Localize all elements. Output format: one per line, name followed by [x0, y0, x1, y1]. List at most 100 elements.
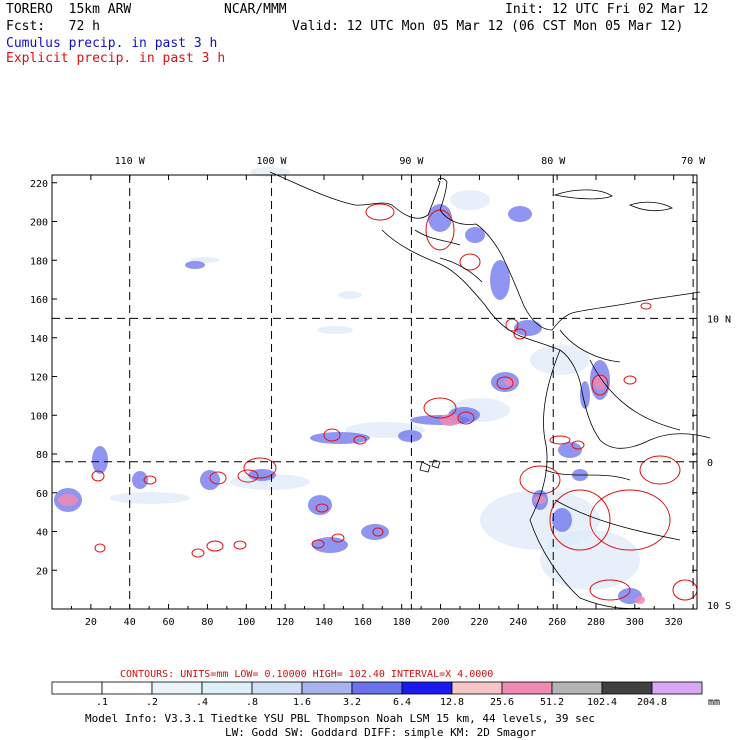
x-tick-label: 320 [665, 617, 683, 628]
precip-cumulus-15 [514, 320, 542, 336]
precip-explicit-14 [353, 435, 367, 445]
precip-cumulus-6 [310, 432, 370, 444]
precip-cumulus-23 [508, 206, 532, 222]
y-tick-label: 160 [30, 295, 48, 306]
colorbar-swatch-3 [201, 681, 253, 695]
x-tick-label: 260 [548, 617, 566, 628]
y-tick-label: 40 [36, 528, 48, 539]
colorbar-label: 51.2 [540, 697, 564, 708]
y-tick-label: 120 [30, 373, 48, 384]
x-tick-label: 280 [587, 617, 605, 628]
colorbar-units: mm [708, 697, 720, 708]
precip-heavy-2 [504, 378, 516, 386]
colorbar-swatch-8 [451, 681, 503, 695]
colorbar-swatch-0 [51, 681, 103, 695]
coastline-south-america [529, 349, 641, 609]
precip-explicit-6 [94, 543, 106, 553]
precip-explicit-22 [365, 203, 395, 221]
model-title: TORERO 15km ARW [6, 2, 132, 17]
lon-label: 70 W [681, 156, 706, 167]
colorbar-label: 102.4 [587, 697, 617, 708]
precip-explicit-12 [372, 527, 384, 537]
valid-time: Valid: 12 UTC Mon 05 Mar 12 (06 CST Mon … [292, 19, 684, 34]
colorbar-label: 3.2 [343, 697, 361, 708]
x-tick-label: 80 [201, 617, 213, 628]
precip-light-7 [110, 492, 190, 504]
precip-explicit-13 [323, 428, 341, 442]
x-tick-label: 20 [85, 617, 97, 628]
colorbar-swatch-7 [401, 681, 453, 695]
precip-explicit-2 [209, 471, 227, 485]
x-tick-label: 200 [432, 617, 450, 628]
precip-explicit-20 [571, 440, 585, 450]
colorbar-label: .1 [96, 697, 108, 708]
x-tick-label: 240 [509, 617, 527, 628]
precip-light-10 [540, 530, 640, 590]
colorbar-swatch-11 [601, 681, 653, 695]
lon-label: 100 W [256, 156, 287, 167]
precip-explicit-17 [496, 376, 514, 390]
lon-label: 110 W [115, 156, 146, 167]
precip-cumulus-22 [312, 537, 348, 553]
x-tick-label: 220 [470, 617, 488, 628]
y-tick-label: 20 [36, 566, 48, 577]
colorbar-swatch-6 [351, 681, 403, 695]
legend-explicit: Explicit precip. in past 3 h [6, 51, 226, 66]
x-tick-label: 160 [354, 617, 372, 628]
colorbar-label: 12.8 [440, 697, 464, 708]
precip-cumulus-16 [428, 204, 452, 232]
legend-cumulus: Cumulus precip. in past 3 h [6, 36, 218, 51]
precip-cumulus-4 [308, 495, 332, 515]
precip-explicit-3 [237, 469, 259, 483]
island-hispaniola [628, 201, 673, 212]
colorbar-label: 1.6 [293, 697, 311, 708]
coastline-caribbean [504, 261, 701, 331]
precip-explicit-4 [243, 457, 277, 479]
x-tick-label: 300 [626, 617, 644, 628]
precip-explicit-9 [233, 540, 247, 550]
precip-cumulus-24 [185, 261, 205, 269]
precip-explicit-30 [589, 489, 671, 551]
precip-cumulus-19 [552, 508, 572, 532]
precip-light-2 [338, 291, 362, 299]
colorbar: .1 .2 .4 .8 1.6 3.2 6.4 12.8 25.6 51.2 102.4 204.8 m… [51, 681, 720, 708]
colorbar-label: 25.6 [490, 697, 514, 708]
y-tick-label: 140 [30, 334, 48, 345]
x-tick-label: 100 [237, 617, 255, 628]
organization: NCAR/MMM [224, 2, 287, 17]
precip-cumulus-5 [361, 524, 389, 540]
colorbar-swatch-1 [101, 681, 153, 695]
model-physics: LW: Godd SW: Goddard DIFF: simple KM: 2D… [225, 726, 537, 739]
x-tick-label: 40 [124, 617, 136, 628]
colorbar-label: .4 [196, 697, 208, 708]
precip-explicit-28 [519, 465, 561, 495]
precip-heavy-0 [58, 494, 78, 506]
colorbar-swatch-12 [651, 681, 703, 695]
precip-light-8 [450, 190, 490, 210]
precip-explicit-11 [331, 533, 345, 543]
precip-heavy-3 [594, 374, 606, 390]
coastline-mexico [269, 171, 506, 263]
colorbar-swatch-5 [301, 681, 353, 695]
coastlines [269, 171, 711, 609]
precip-explicit-15 [423, 397, 457, 419]
precip-fields [54, 167, 698, 604]
precip-explicit-25 [505, 318, 519, 332]
country-borders [414, 229, 681, 541]
axes: 20 40 60 80 100 120 140 160 180 200 220 240 260 280 30… [30, 156, 731, 628]
precip-cumulus-7 [398, 430, 422, 442]
colorbar-swatch-2 [151, 681, 203, 695]
x-tick-label: 60 [163, 617, 175, 628]
precip-explicit-24 [459, 253, 481, 271]
island-galapagos [419, 459, 441, 473]
precip-explicit-5 [315, 503, 329, 513]
precip-explicit-0 [91, 470, 105, 482]
precip-light-3 [317, 326, 353, 334]
precip-cumulus-0 [92, 446, 108, 474]
precip-explicit-8 [206, 540, 224, 552]
lat-label: 0 [707, 458, 713, 469]
y-tick-label: 220 [30, 179, 48, 190]
contour-info: CONTOURS: UNITS=mm LOW= 0.10000 HIGH= 10… [120, 669, 493, 680]
precip-explicit-7 [191, 548, 205, 558]
